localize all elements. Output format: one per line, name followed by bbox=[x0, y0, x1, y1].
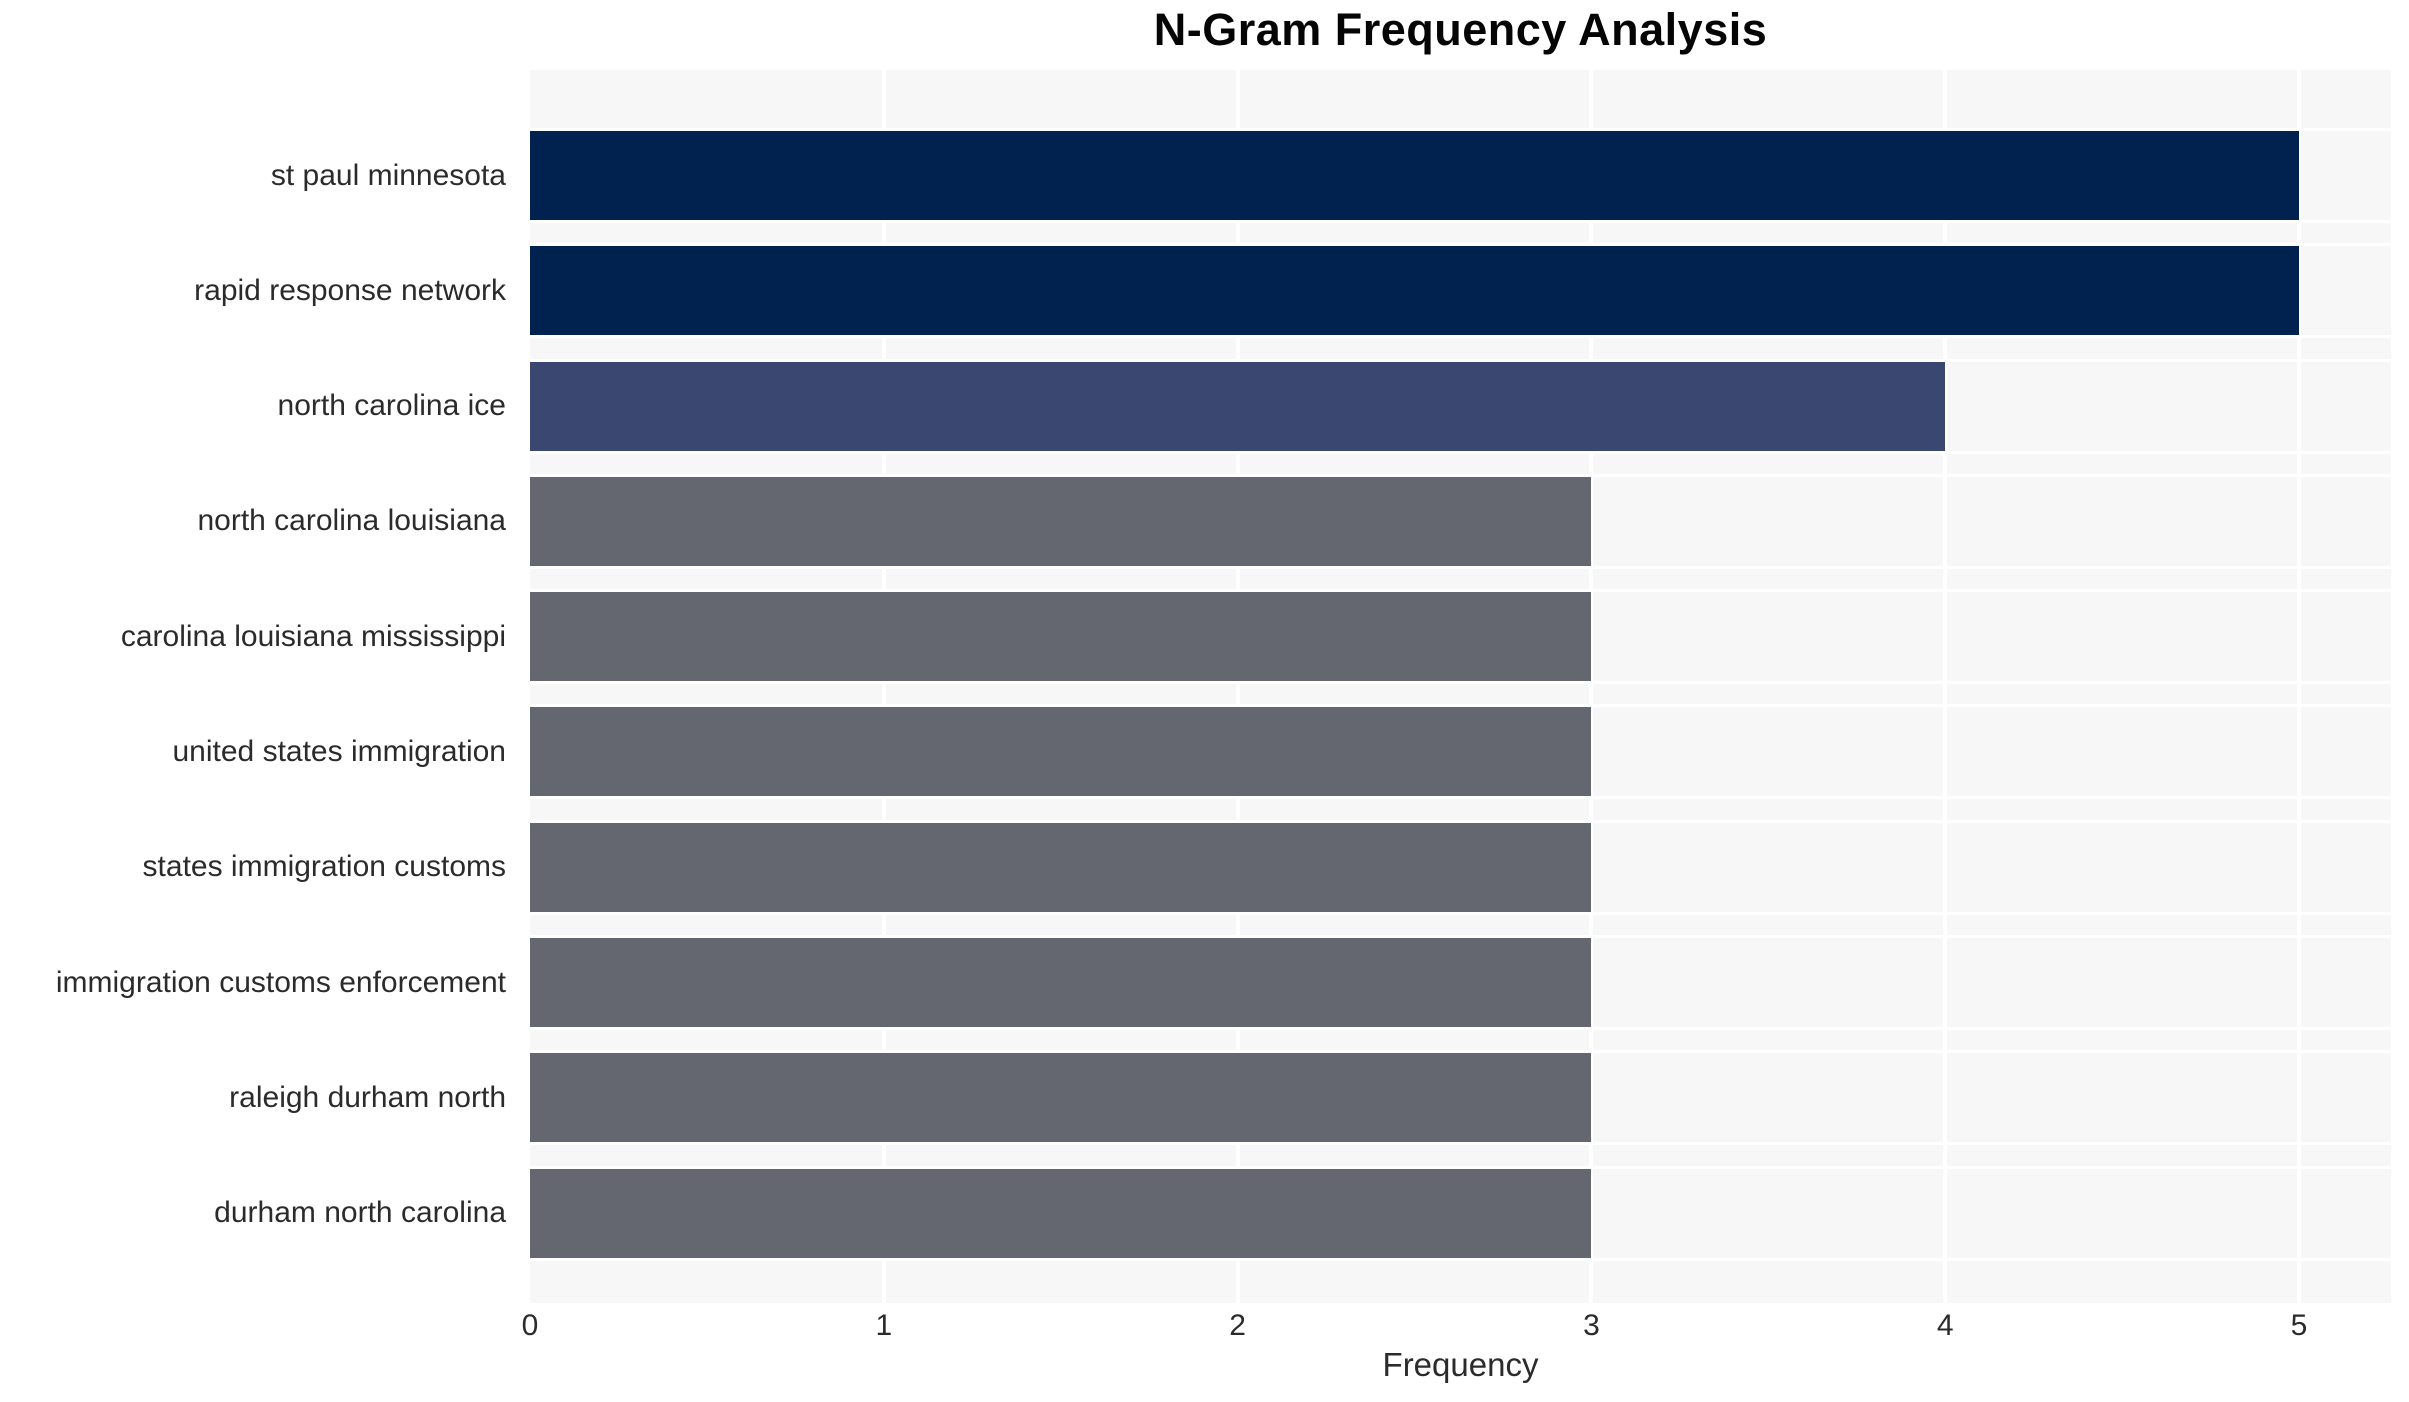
category-label: immigration customs enforcement bbox=[55, 965, 506, 999]
category-label: north carolina louisiana bbox=[197, 504, 506, 538]
bar-row: st paul minnesota bbox=[0, 128, 2409, 243]
frequency-bar[interactable] bbox=[530, 592, 1592, 682]
category-label: st paul minnesota bbox=[270, 158, 506, 192]
x-tick-label: 2 bbox=[1229, 1309, 1246, 1342]
gridline-x-1 bbox=[881, 70, 886, 1303]
bar-row: immigration customs enforcement bbox=[0, 935, 2409, 1050]
frequency-bar[interactable] bbox=[530, 361, 1946, 451]
category-label: durham north carolina bbox=[214, 1196, 506, 1230]
row-band bbox=[530, 589, 2391, 685]
frequency-bar[interactable] bbox=[530, 246, 2299, 336]
frequency-bar[interactable] bbox=[530, 822, 1592, 912]
gridline-x-4 bbox=[1943, 70, 1948, 1303]
row-band bbox=[530, 128, 2391, 223]
row-band bbox=[530, 1165, 2391, 1261]
row-band bbox=[530, 243, 2391, 339]
x-tick-label: 5 bbox=[2290, 1309, 2308, 1342]
bar-row: raleigh durham north bbox=[0, 1050, 2409, 1165]
bar-row: durham north carolina bbox=[0, 1165, 2409, 1281]
bar-row: united states immigration bbox=[0, 704, 2409, 819]
bar-row: north carolina louisiana bbox=[0, 473, 2409, 589]
x-tick-label: 0 bbox=[521, 1309, 539, 1342]
frequency-bar[interactable] bbox=[530, 1168, 1592, 1258]
category-label: carolina louisiana mississippi bbox=[120, 619, 506, 653]
gridline-x-2 bbox=[1235, 70, 1240, 1303]
x-tick-label: 4 bbox=[1936, 1309, 1954, 1342]
category-label: raleigh durham north bbox=[229, 1080, 506, 1114]
bar-row: carolina louisiana mississippi bbox=[0, 589, 2409, 704]
frequency-bar[interactable] bbox=[530, 476, 1592, 566]
category-label: rapid response network bbox=[194, 273, 506, 307]
row-band bbox=[530, 819, 2391, 915]
bar-rows: st paul minnesota rapid response network n… bbox=[0, 70, 2409, 1303]
frequency-bar[interactable] bbox=[530, 938, 1592, 1028]
row-band bbox=[530, 473, 2391, 569]
row-band bbox=[530, 358, 2391, 454]
row-band bbox=[530, 704, 2391, 800]
bar-row: rapid response network bbox=[0, 243, 2409, 358]
x-tick-label: 3 bbox=[1583, 1309, 1600, 1342]
category-label: north carolina ice bbox=[277, 389, 506, 423]
x-axis: 0 1 2 3 4 5 bbox=[522, 1303, 2391, 1349]
category-label: states immigration customs bbox=[142, 850, 506, 884]
row-band bbox=[530, 1050, 2391, 1146]
gridline-x-5 bbox=[2297, 70, 2301, 1303]
category-label: united states immigration bbox=[172, 734, 507, 768]
frequency-bar[interactable] bbox=[530, 131, 2299, 220]
bar-row: north carolina ice bbox=[0, 358, 2409, 474]
x-tick-label: 1 bbox=[875, 1309, 893, 1342]
x-axis-title: Frequency bbox=[1382, 1346, 1539, 1383]
gridline-x-3 bbox=[1589, 70, 1594, 1303]
bar-row: states immigration customs bbox=[0, 819, 2409, 935]
row-band bbox=[530, 935, 2391, 1031]
chart-title: N-Gram Frequency Analysis bbox=[1153, 4, 1768, 55]
frequency-bar[interactable] bbox=[530, 1053, 1592, 1143]
frequency-bar[interactable] bbox=[530, 707, 1592, 797]
